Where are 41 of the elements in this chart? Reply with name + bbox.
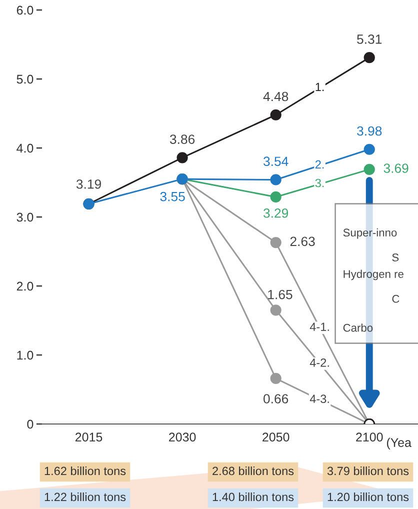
text: 1.22 billion tons xyxy=(44,492,126,502)
y-tick-label: 5.0 xyxy=(16,74,34,84)
x-tick-label: 2050 xyxy=(262,432,290,442)
y-tick-label: 6.0 xyxy=(16,6,34,15)
data-label: 3.69 xyxy=(384,164,408,173)
series-label: 3. xyxy=(315,178,324,188)
series-label: 4-1. xyxy=(310,322,329,331)
text: 1.40 billion tons xyxy=(212,492,294,502)
data-label: 5.31 xyxy=(357,34,382,44)
text: 2.68 billion tons xyxy=(212,466,294,476)
y-tick-label: 4.0 xyxy=(16,144,34,153)
y-tick-label: 1.0 xyxy=(17,350,34,360)
x-tick-label: 2015 xyxy=(75,432,102,442)
annotation: Hydrogen re xyxy=(344,270,404,280)
data-label: 3.19 xyxy=(76,179,101,189)
text: 3.79 billion tons xyxy=(327,466,409,476)
series-label: 2. xyxy=(315,160,324,169)
series-label: 4-3. xyxy=(310,394,329,404)
data-label: 1.65 xyxy=(268,290,292,300)
data-label: 2.63 xyxy=(290,236,315,246)
series-label: 1. xyxy=(316,82,324,92)
x-tick-label: 2100 xyxy=(356,432,383,442)
x-axis-title: (Yea xyxy=(386,438,412,450)
y-tick-label: 2.0 xyxy=(16,282,34,291)
series-label: 4-2. xyxy=(310,358,329,367)
data-label: 3.54 xyxy=(263,156,288,166)
annotation: C xyxy=(392,294,400,303)
annotation: Super-inno xyxy=(343,228,397,239)
y-tick-label: 0 xyxy=(27,420,34,429)
data-label: 3.98 xyxy=(357,126,382,136)
text: 1.20 billion tons xyxy=(328,492,409,502)
annotation: Carbo xyxy=(343,324,373,332)
data-label: 4.48 xyxy=(263,92,288,102)
text: 1.62 billion tons xyxy=(44,466,126,476)
annotation: S xyxy=(392,254,399,262)
data-label: 3.55 xyxy=(160,192,185,202)
x-tick-label: 2030 xyxy=(169,432,196,442)
data-label: 0.66 xyxy=(264,394,288,404)
data-label: 3.29 xyxy=(263,208,288,218)
y-tick-label: 3.0 xyxy=(16,212,34,222)
data-label: 3.86 xyxy=(170,134,195,144)
